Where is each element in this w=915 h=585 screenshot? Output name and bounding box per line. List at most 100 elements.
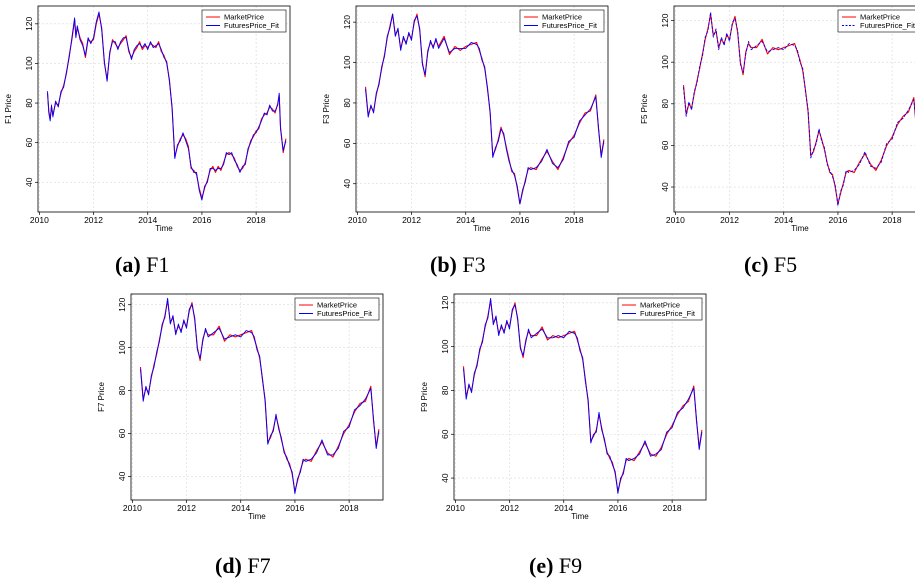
caption-f9: (e) F9 <box>529 553 582 579</box>
y-tick-label: 40 <box>342 179 352 189</box>
legend-label: MarketPrice <box>224 13 264 22</box>
caption-label: F9 <box>558 553 583 578</box>
grid-lines <box>674 6 915 212</box>
y-tick-label: 80 <box>660 99 670 109</box>
legend-label: FuturesPrice_Fit <box>860 21 915 30</box>
y-tick-label: 120 <box>660 13 670 27</box>
series-line-marketprice <box>139 299 380 492</box>
chart-panel-f5: 2010 2012 2014 2016 2018 40 60 80 100 120 Time F5 P… <box>638 4 915 233</box>
x-axis-label: Time <box>791 224 809 233</box>
series-line-marketprice <box>46 13 287 199</box>
legend-box <box>294 297 380 321</box>
y-tick-label: 80 <box>440 385 450 395</box>
caption-f1: (a) F1 <box>115 252 169 278</box>
legend-box <box>617 297 703 321</box>
x-tick-label: 2012 <box>500 503 519 513</box>
legend-label: FuturesPrice_Fit <box>224 21 280 30</box>
caption-tag: (c) <box>744 252 769 277</box>
y-axis-label: F7 Price <box>97 382 106 412</box>
caption-tag: (a) <box>115 252 141 277</box>
y-tick-label: 100 <box>342 55 352 69</box>
legend-label: MarketPrice <box>542 13 582 22</box>
y-tick-label: 120 <box>24 16 34 30</box>
x-tick-label: 2012 <box>402 215 421 225</box>
caption-label: F3 <box>462 252 486 277</box>
y-tick-label: 80 <box>117 386 127 396</box>
x-tick-label: 2018 <box>883 215 902 225</box>
grid-lines <box>454 294 706 500</box>
x-tick-label: 2018 <box>663 503 682 513</box>
plot-frame <box>355 5 609 213</box>
y-axis-label: F9 Price <box>420 382 429 412</box>
x-tick-label: 2016 <box>510 215 529 225</box>
y-tick-label: 60 <box>342 138 352 148</box>
legend-label: MarketPrice <box>860 13 900 22</box>
series-line-futuresprice-fit <box>140 297 380 495</box>
y-tick-label: 120 <box>117 297 127 311</box>
x-tick-label: 2012 <box>84 215 103 225</box>
caption-f5: (c) F5 <box>744 252 797 278</box>
chart-panel-f7: 2010 2012 2014 2016 2018 40 60 80 100 120 Time F7 P… <box>95 292 385 521</box>
x-axis-label: Time <box>155 224 173 233</box>
grid-lines <box>38 6 290 212</box>
series-line-marketprice <box>364 13 605 205</box>
chart-panel-f9: 2010 2012 2014 2016 2018 40 60 80 100 120 Time F9 P… <box>418 292 708 521</box>
x-tick-label: 2018 <box>247 215 266 225</box>
x-tick-label: 2016 <box>285 503 304 513</box>
y-tick-label: 100 <box>117 340 127 354</box>
series-line-futuresprice-fit <box>463 297 703 494</box>
y-tick-label: 40 <box>660 182 670 192</box>
x-tick-label: 2014 <box>554 503 573 513</box>
plot-frame <box>37 5 291 213</box>
legend-label: MarketPrice <box>640 301 680 310</box>
y-tick-label: 100 <box>440 339 450 353</box>
legend-box <box>519 9 605 33</box>
legend-label: FuturesPrice_Fit <box>317 309 373 318</box>
chart-panel-f3: 2010 2012 2014 2016 2018 40 60 80 100 120 Time F3 P… <box>320 4 610 233</box>
grid-lines <box>131 294 383 500</box>
legend-label: MarketPrice <box>317 301 357 310</box>
chart-svg: 2010 2012 2014 2016 2018 40 60 80 100 120 Time F9 P… <box>420 293 707 521</box>
caption-tag: (b) <box>430 252 457 277</box>
x-tick-label: 2014 <box>774 215 793 225</box>
y-tick-label: 60 <box>24 138 34 148</box>
x-tick-label: 2014 <box>456 215 475 225</box>
legend-label: FuturesPrice_Fit <box>640 309 696 318</box>
series-line-futuresprice-fit <box>47 11 287 201</box>
legend-box <box>201 9 287 33</box>
caption-label: F5 <box>773 252 798 277</box>
x-tick-label: 2014 <box>231 503 250 513</box>
x-tick-label: 2010 <box>123 503 142 513</box>
x-tick-label: 2016 <box>608 503 627 513</box>
y-axis-label: F5 Price <box>640 94 649 124</box>
legend-label: FuturesPrice_Fit <box>542 21 598 30</box>
caption-label: F7 <box>247 553 271 578</box>
y-tick-label: 60 <box>117 428 127 438</box>
y-tick-label: 60 <box>660 140 670 150</box>
chart-svg: 2010 2012 2014 2016 2018 40 60 80 100 120 Time F1 P… <box>4 5 291 233</box>
caption-tag: (e) <box>529 553 554 578</box>
y-axis-label: F1 Price <box>4 94 13 124</box>
series-line-futuresprice-fit <box>683 11 915 207</box>
y-tick-label: 100 <box>660 55 670 69</box>
plot-frame <box>453 293 707 501</box>
chart-svg: 2010 2012 2014 2016 2018 40 60 80 100 120 Time F5 P… <box>640 5 915 233</box>
chart-panel-f1: 2010 2012 2014 2016 2018 40 60 80 100 120 Time F1 P… <box>2 4 292 233</box>
chart-svg: 2010 2012 2014 2016 2018 40 60 80 100 120 Time F3 P… <box>322 5 609 233</box>
legend-box <box>837 9 915 33</box>
x-tick-label: 2012 <box>177 503 196 513</box>
x-tick-label: 2016 <box>828 215 847 225</box>
y-tick-label: 100 <box>24 56 34 70</box>
series-line-marketprice <box>462 300 703 492</box>
x-axis-label: Time <box>248 512 266 521</box>
y-tick-label: 120 <box>342 15 352 29</box>
x-tick-label: 2016 <box>192 215 211 225</box>
caption-tag: (d) <box>215 553 242 578</box>
x-tick-label: 2012 <box>720 215 739 225</box>
plot-frame <box>673 5 915 213</box>
x-tick-label: 2010 <box>666 215 685 225</box>
